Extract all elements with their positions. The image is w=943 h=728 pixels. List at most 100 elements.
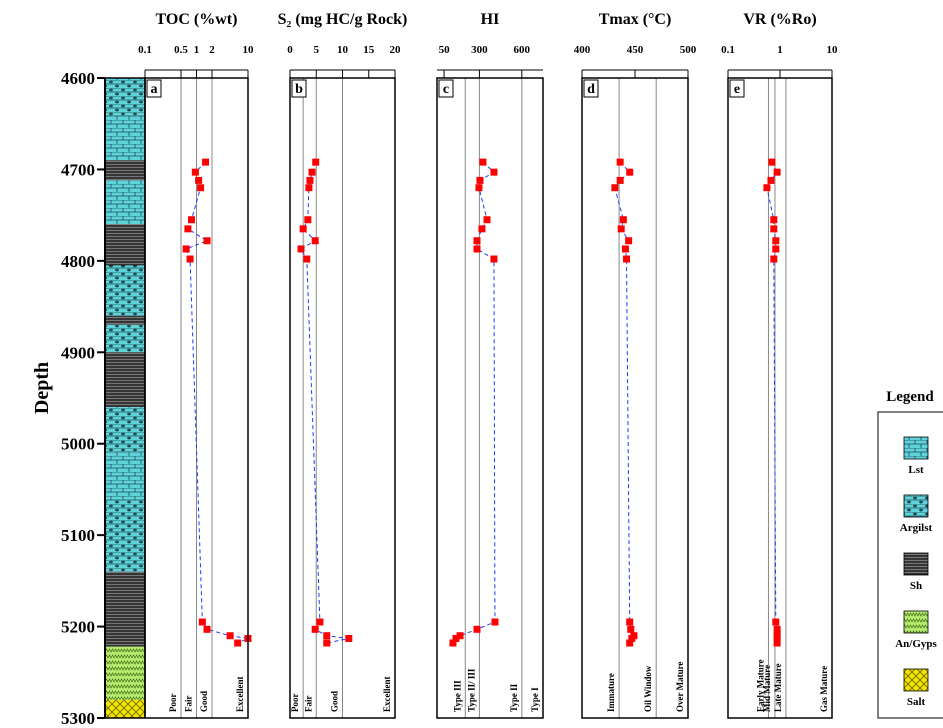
depth-tick-label: 5200 bbox=[61, 618, 95, 637]
panel-letter: b bbox=[295, 82, 303, 97]
lithology-interval bbox=[105, 316, 145, 325]
x-tick-label: 15 bbox=[363, 44, 375, 56]
data-point bbox=[473, 245, 480, 252]
lithology-interval bbox=[105, 453, 145, 499]
depth-tick-label: 4900 bbox=[61, 343, 95, 362]
data-point bbox=[490, 169, 497, 176]
zone-label: Poor bbox=[168, 694, 178, 713]
data-point bbox=[192, 169, 199, 176]
lithology-interval bbox=[105, 115, 145, 161]
lithology-interval bbox=[105, 700, 145, 718]
x-tick-label: 10 bbox=[827, 44, 839, 56]
data-point bbox=[772, 619, 779, 626]
data-point bbox=[767, 177, 774, 184]
x-tick-label: 0 bbox=[287, 44, 293, 56]
data-point bbox=[772, 237, 779, 244]
data-point bbox=[618, 225, 625, 232]
data-point bbox=[187, 256, 194, 263]
data-point bbox=[298, 245, 305, 252]
depth-tick-label: 5100 bbox=[61, 526, 95, 545]
data-point bbox=[316, 619, 323, 626]
zone-label: Over Mature bbox=[675, 662, 685, 712]
zone-label: Type III bbox=[452, 680, 462, 712]
data-point bbox=[491, 619, 498, 626]
data-point bbox=[622, 245, 629, 252]
data-point bbox=[202, 159, 209, 166]
panel-frame bbox=[437, 78, 543, 718]
data-point bbox=[617, 177, 624, 184]
data-point bbox=[484, 216, 491, 223]
x-tick-label: 10 bbox=[337, 44, 349, 56]
panel-letter: c bbox=[443, 82, 449, 97]
zone-label: Good bbox=[199, 691, 209, 712]
data-point bbox=[490, 256, 497, 263]
zone-label: Oil Window bbox=[643, 665, 653, 712]
lithology-interval bbox=[105, 407, 145, 453]
trend-line bbox=[453, 162, 495, 643]
depth-tick-label: 4800 bbox=[61, 252, 95, 271]
x-tick-label: 0.1 bbox=[138, 44, 152, 56]
lithology-interval bbox=[105, 180, 145, 224]
data-point bbox=[770, 256, 777, 263]
x-tick-label: 0.1 bbox=[721, 44, 735, 56]
legend-swatch bbox=[904, 611, 928, 633]
data-point bbox=[774, 626, 781, 633]
depth-tick-label: 5300 bbox=[61, 709, 95, 728]
x-tick-label: 50 bbox=[439, 44, 451, 56]
data-point bbox=[195, 177, 202, 184]
panel-title: HI bbox=[481, 11, 500, 28]
depth-axis-label: Depth bbox=[31, 362, 53, 414]
lithology-interval bbox=[105, 499, 145, 572]
x-tick-label: 500 bbox=[680, 44, 697, 56]
depth-tick-label: 5000 bbox=[61, 435, 95, 454]
panel-title: VR (%Ro) bbox=[743, 11, 816, 28]
data-point bbox=[473, 626, 480, 633]
lithology-interval bbox=[105, 325, 145, 352]
data-point bbox=[626, 640, 633, 647]
zone-label: Fair bbox=[303, 696, 313, 713]
lithology-interval bbox=[105, 78, 145, 115]
zone-label: Good bbox=[330, 691, 340, 712]
data-point bbox=[770, 216, 777, 223]
data-point bbox=[300, 225, 307, 232]
data-point bbox=[309, 169, 316, 176]
zone-label: Late Mature bbox=[773, 663, 783, 712]
data-point bbox=[473, 237, 480, 244]
legend-label: Sh bbox=[910, 580, 922, 592]
data-point bbox=[611, 184, 618, 191]
x-tick-label: 450 bbox=[627, 44, 644, 56]
legend-swatch bbox=[904, 495, 928, 517]
panel-title: TOC (%wt) bbox=[156, 11, 238, 28]
trend-line bbox=[615, 162, 634, 643]
data-point bbox=[312, 237, 319, 244]
data-point bbox=[204, 626, 211, 633]
chart: Depth Legend 460047004800490050005100520… bbox=[0, 0, 943, 728]
data-point bbox=[476, 177, 483, 184]
data-point bbox=[479, 159, 486, 166]
zone-label: Type II/ III bbox=[466, 668, 476, 712]
data-point bbox=[345, 635, 352, 642]
x-tick-label: 20 bbox=[390, 44, 402, 56]
data-point bbox=[626, 619, 633, 626]
legend-label: Salt bbox=[907, 696, 926, 708]
lithology-interval bbox=[105, 647, 145, 700]
legend-swatch bbox=[904, 669, 928, 691]
legend-swatch bbox=[904, 437, 928, 459]
x-tick-label: 5 bbox=[314, 44, 320, 56]
data-point bbox=[323, 632, 330, 639]
data-point bbox=[305, 184, 312, 191]
x-tick-label: 400 bbox=[574, 44, 591, 56]
panel-title: S₂ (mg HC/g Rock) bbox=[278, 11, 408, 28]
depth-tick-label: 4600 bbox=[61, 69, 95, 88]
zone-label: Immature bbox=[606, 673, 616, 712]
data-point bbox=[475, 184, 482, 191]
data-point bbox=[188, 216, 195, 223]
panel-title: Tmax (°C) bbox=[599, 11, 672, 28]
trend-line bbox=[301, 162, 349, 643]
panel-letter: a bbox=[151, 82, 158, 97]
lithology-interval bbox=[105, 265, 145, 315]
data-point bbox=[774, 640, 781, 647]
data-point bbox=[306, 177, 313, 184]
data-point bbox=[620, 216, 627, 223]
data-point bbox=[304, 216, 311, 223]
